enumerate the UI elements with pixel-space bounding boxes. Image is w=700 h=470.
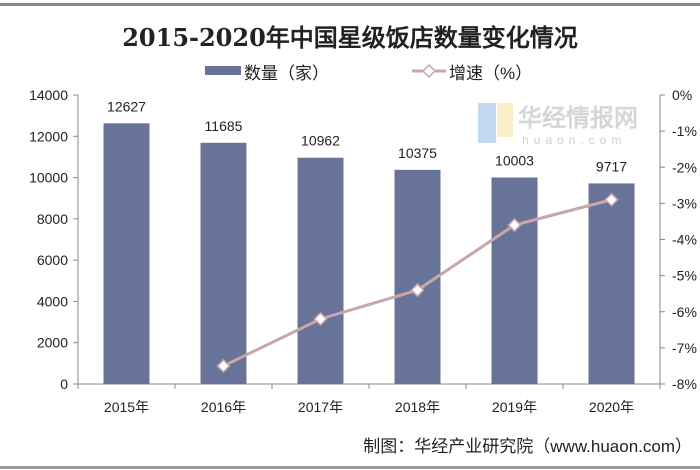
source-note: 制图：华经产业研究院（www.huaon.com）	[363, 437, 692, 456]
watermark-subtext: huaon.com	[522, 133, 626, 147]
left-tick-label: 6000	[37, 252, 68, 268]
growth-marker	[604, 192, 619, 207]
watermark-logo-yellow	[497, 103, 513, 137]
left-tick-label: 8000	[37, 211, 68, 227]
bar	[588, 183, 635, 384]
x-tick-label: 2018年	[395, 399, 440, 415]
bar	[394, 169, 441, 384]
legend-bar-swatch	[205, 66, 241, 75]
left-tick-label: 10000	[29, 170, 68, 186]
x-tick-label: 2015年	[104, 399, 149, 415]
bar-value-label: 10375	[398, 145, 437, 161]
x-tick-label: 2020年	[589, 399, 634, 415]
x-tick-label: 2019年	[492, 399, 537, 415]
chart-title: 2015-2020年中国星级饭店数量变化情况	[122, 23, 578, 52]
left-tick-label: 2000	[37, 335, 68, 351]
right-tick-label: -1%	[672, 123, 697, 139]
bar	[103, 123, 150, 384]
right-tick-label: -4%	[672, 232, 697, 248]
watermark-logo-blue	[478, 103, 496, 143]
right-tick-label: -5%	[672, 268, 697, 284]
left-tick-label: 0	[60, 376, 68, 392]
legend-line-marker	[421, 63, 437, 79]
right-tick-label: -6%	[672, 304, 697, 320]
bar-value-label: 12627	[107, 98, 146, 114]
bar	[200, 142, 247, 384]
right-tick-label: 0%	[672, 87, 692, 103]
growth-marker	[507, 217, 522, 233]
bar-value-label: 9717	[596, 158, 627, 174]
bottom-border	[0, 466, 700, 469]
left-tick-label: 4000	[37, 293, 68, 309]
x-tick-label: 2016年	[201, 399, 246, 415]
growth-marker	[313, 311, 328, 327]
right-tick-label: -2%	[672, 159, 697, 175]
left-tick-label: 14000	[29, 87, 68, 103]
legend-line-label: 增速（%）	[449, 64, 532, 83]
growth-marker	[410, 283, 425, 298]
right-tick-label: -8%	[672, 376, 697, 392]
bar	[491, 177, 538, 384]
right-tick-label: -7%	[672, 340, 697, 356]
watermark-text: 华经情报网	[518, 104, 638, 132]
left-tick-label: 12000	[29, 128, 68, 144]
bar	[297, 157, 344, 384]
growth-marker	[216, 358, 231, 373]
x-tick-label: 2017年	[298, 399, 343, 415]
right-tick-label: -3%	[672, 195, 697, 211]
legend-bar-label: 数量（家）	[244, 64, 329, 83]
bar-value-label: 10962	[301, 133, 340, 149]
bar-value-label: 11685	[205, 118, 243, 134]
top-border	[0, 3, 700, 6]
bar-value-label: 10003	[495, 153, 534, 169]
